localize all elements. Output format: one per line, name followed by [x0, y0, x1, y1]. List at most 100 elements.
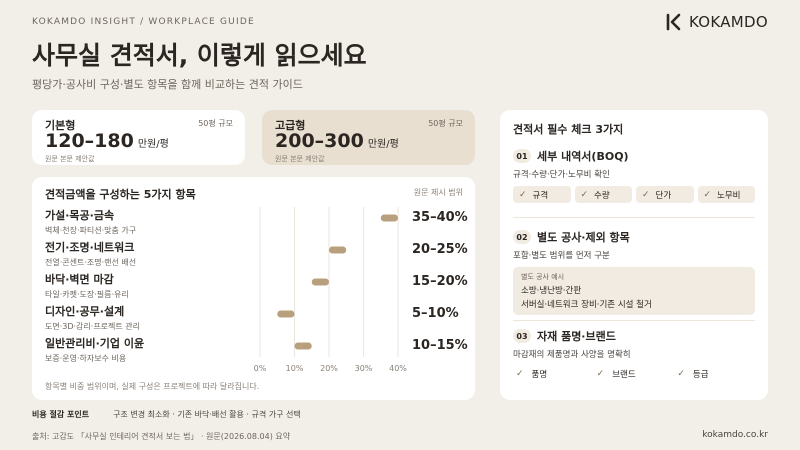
category-label: 일반관리비·기업 이윤 보증·운영·하자보수 비용: [45, 335, 144, 364]
check-item-label: 등급: [692, 370, 709, 380]
section-title: 자재 품명·브랜드: [537, 330, 616, 343]
price-card-range: 120–180 만원/평: [45, 130, 169, 152]
example-line: 서버실·네트워크 장비·기존 시설 철거: [521, 300, 652, 310]
logo-text: KOKAMDO: [688, 13, 768, 31]
exclusion-example-box: 별도 공사 예시 소방·냉난방·간판 서버실·네트워크 장비·기존 시설 철거: [513, 267, 755, 315]
check-chip: ✓ 단가: [636, 186, 694, 203]
check-icon: ✓: [580, 189, 589, 200]
price-unit: 만원/평: [367, 139, 399, 150]
section-number: 02: [513, 230, 531, 244]
page-title: 사무실 견적서, 이렇게 읽으세요: [32, 41, 367, 70]
range-bar: [380, 214, 398, 222]
chip-label: 수량: [594, 190, 610, 201]
range-bar: [277, 310, 295, 318]
chart-card: 0% 10% 20% 30% 40% 견적금액을 구성하는 5가지 항목 원문 제시 범…: [32, 177, 475, 400]
source-citation: 출처: 고감도 「사무실 인테리어 견적서 보는 법」 · 원문(2026.08…: [32, 432, 291, 441]
price-range-value: 200–300: [275, 130, 364, 152]
x-tick-label: 0%: [254, 364, 267, 373]
price-card-premium: 고급형 50평 규모 200–300 만원/평 원문 본문 제안값: [262, 110, 475, 165]
price-card-note: 원문 본문 제안값: [275, 155, 325, 163]
x-tick-label: 10%: [286, 364, 304, 373]
price-card-name: 기본형: [45, 119, 76, 132]
chip-label: 규격: [532, 190, 549, 201]
chart-title: 견적금액을 구성하는 5가지 항목: [45, 188, 196, 201]
price-card-basic: 기본형 50평 규모 120–180 만원/평 원문 본문 제안값: [32, 110, 245, 165]
range-data-label: 15–20%: [412, 274, 468, 289]
kokamdo-k-icon: [666, 13, 681, 31]
materials-check-row: ✓ 품명 ✓ 브랜드 ✓ 등급: [513, 368, 755, 380]
section-divider: [513, 320, 755, 321]
section-desc: 규격·수량·단가·노무비 확인: [513, 170, 610, 180]
category-sub: 보증·운영·하자보수 비용: [45, 354, 127, 363]
category-sub: 도면·3D·감리·프로젝트 관리: [45, 322, 141, 331]
check-item: ✓ 품명: [513, 368, 594, 380]
cost-saving-tips: 비용 절감 포인트 구조 변경 최소화 · 기존 바닥·배선 활용 · 규격 가…: [32, 404, 475, 424]
checklist-section-materials: 03 자재 품명·브랜드 마감재의 제품명과 사양을 명확히 ✓ 품명 ✓ 브랜드 …: [513, 328, 755, 380]
check-icon: ✓: [677, 369, 685, 379]
chart-footnote: 항목별 비중 범위이며, 실제 구성은 프로젝트에 따라 달라집니다.: [45, 382, 260, 391]
check-item: ✓ 등급: [674, 368, 755, 380]
check-item-label: 품명: [531, 370, 548, 380]
category-sub: 벽체·천장·파티션·맞춤 가구: [45, 226, 137, 235]
check-item-label: 브랜드: [612, 370, 636, 380]
section-title: 세부 내역서(BOQ): [537, 150, 629, 163]
range-chart: 0% 10% 20% 30% 40%: [254, 207, 407, 373]
category-sub: 타일·카펫·도장·필름·유리: [45, 290, 129, 299]
x-tick-label: 30%: [355, 364, 373, 373]
price-card-scale: 50평 규모: [198, 119, 233, 128]
check-chip: ✓ 노무비: [697, 186, 755, 203]
page-subtitle: 평당가·공사비 구성·별도 항목을 함께 비교하는 견적 가이드: [32, 78, 303, 91]
range-data-label: 35–40%: [412, 210, 468, 225]
x-tick-label: 20%: [320, 364, 338, 373]
category-sub: 전열·콘센트·조명·랜선 배선: [45, 258, 137, 267]
check-chip: ✓ 수량: [574, 186, 632, 203]
range-data-label: 5–10%: [412, 306, 459, 321]
category-label: 전기·조명·네트워크 전열·콘센트·조명·랜선 배선: [45, 239, 136, 268]
chip-label: 단가: [655, 190, 672, 201]
category-name: 전기·조명·네트워크: [45, 241, 135, 254]
boq-chip-row: ✓ 규격 ✓ 수량 ✓ 단가 ✓ 노무비: [513, 186, 755, 203]
price-unit: 만원/평: [137, 139, 169, 150]
section-desc: 마감재의 제품명과 사양을 명확히: [513, 350, 631, 360]
category-name: 바닥·벽면 마감: [45, 273, 114, 286]
price-card-note: 원문 본문 제안값: [45, 155, 95, 163]
check-icon: ✓: [642, 189, 650, 200]
checklist-section-exclusions: 02 별도 공사·제외 항목 포함·별도 범위를 먼저 구분 별도 공사 예시 …: [513, 229, 755, 315]
check-icon: ✓: [596, 369, 605, 379]
check-icon: ✓: [519, 189, 527, 200]
checklist-title: 견적서 필수 체크 3가지: [513, 123, 624, 136]
checklist-section-boq: 01 세부 내역서(BOQ) 규격·수량·단가·노무비 확인 ✓ 규격 ✓ 수량 ✓…: [513, 148, 755, 203]
example-label: 별도 공사 예시: [521, 273, 565, 281]
price-card-name: 고급형: [275, 119, 306, 132]
category-label: 가설·목공·금속 벽체·천장·파티션·맞춤 가구: [45, 207, 136, 236]
section-number: 03: [513, 329, 531, 343]
section-desc: 포함·별도 범위를 먼저 구분: [513, 251, 610, 261]
chart-note: 원문 제시 범위: [413, 188, 463, 197]
range-bar: [329, 246, 347, 254]
example-line: 소방·냉난방·간판: [521, 286, 582, 296]
range-bar: [294, 342, 312, 350]
price-range-value: 120–180: [45, 130, 134, 152]
section-divider: [513, 217, 755, 218]
section-title: 별도 공사·제외 항목: [537, 231, 630, 244]
category-label: 바닥·벽면 마감 타일·카펫·도장·필름·유리: [45, 271, 129, 300]
price-card-range: 200–300 만원/평: [275, 130, 399, 152]
price-card-scale: 50평 규모: [428, 119, 463, 128]
category-label: 디자인·공무·설계 도면·3D·감리·프로젝트 관리: [45, 303, 140, 332]
category-name: 일반관리비·기업 이윤: [45, 337, 145, 350]
header-kicker: KOKAMDO INSIGHT / WORKPLACE GUIDE: [32, 17, 255, 27]
chip-label: 노무비: [717, 190, 741, 201]
site-url[interactable]: kokamdo.co.kr: [702, 430, 768, 440]
category-name: 디자인·공무·설계: [45, 305, 125, 318]
brand-logo: KOKAMDO: [665, 13, 768, 31]
check-chip: ✓ 규격: [513, 186, 571, 203]
category-name: 가설·목공·금속: [45, 209, 115, 222]
check-icon: ✓: [703, 189, 712, 200]
check-icon: ✓: [516, 369, 524, 379]
section-number: 01: [513, 149, 531, 163]
range-bar: [311, 278, 329, 286]
range-data-label: 20–25%: [412, 242, 468, 257]
range-data-label: 10–15%: [412, 338, 468, 353]
tips-title: 비용 절감 포인트: [32, 409, 90, 419]
x-tick-label: 40%: [389, 364, 407, 373]
